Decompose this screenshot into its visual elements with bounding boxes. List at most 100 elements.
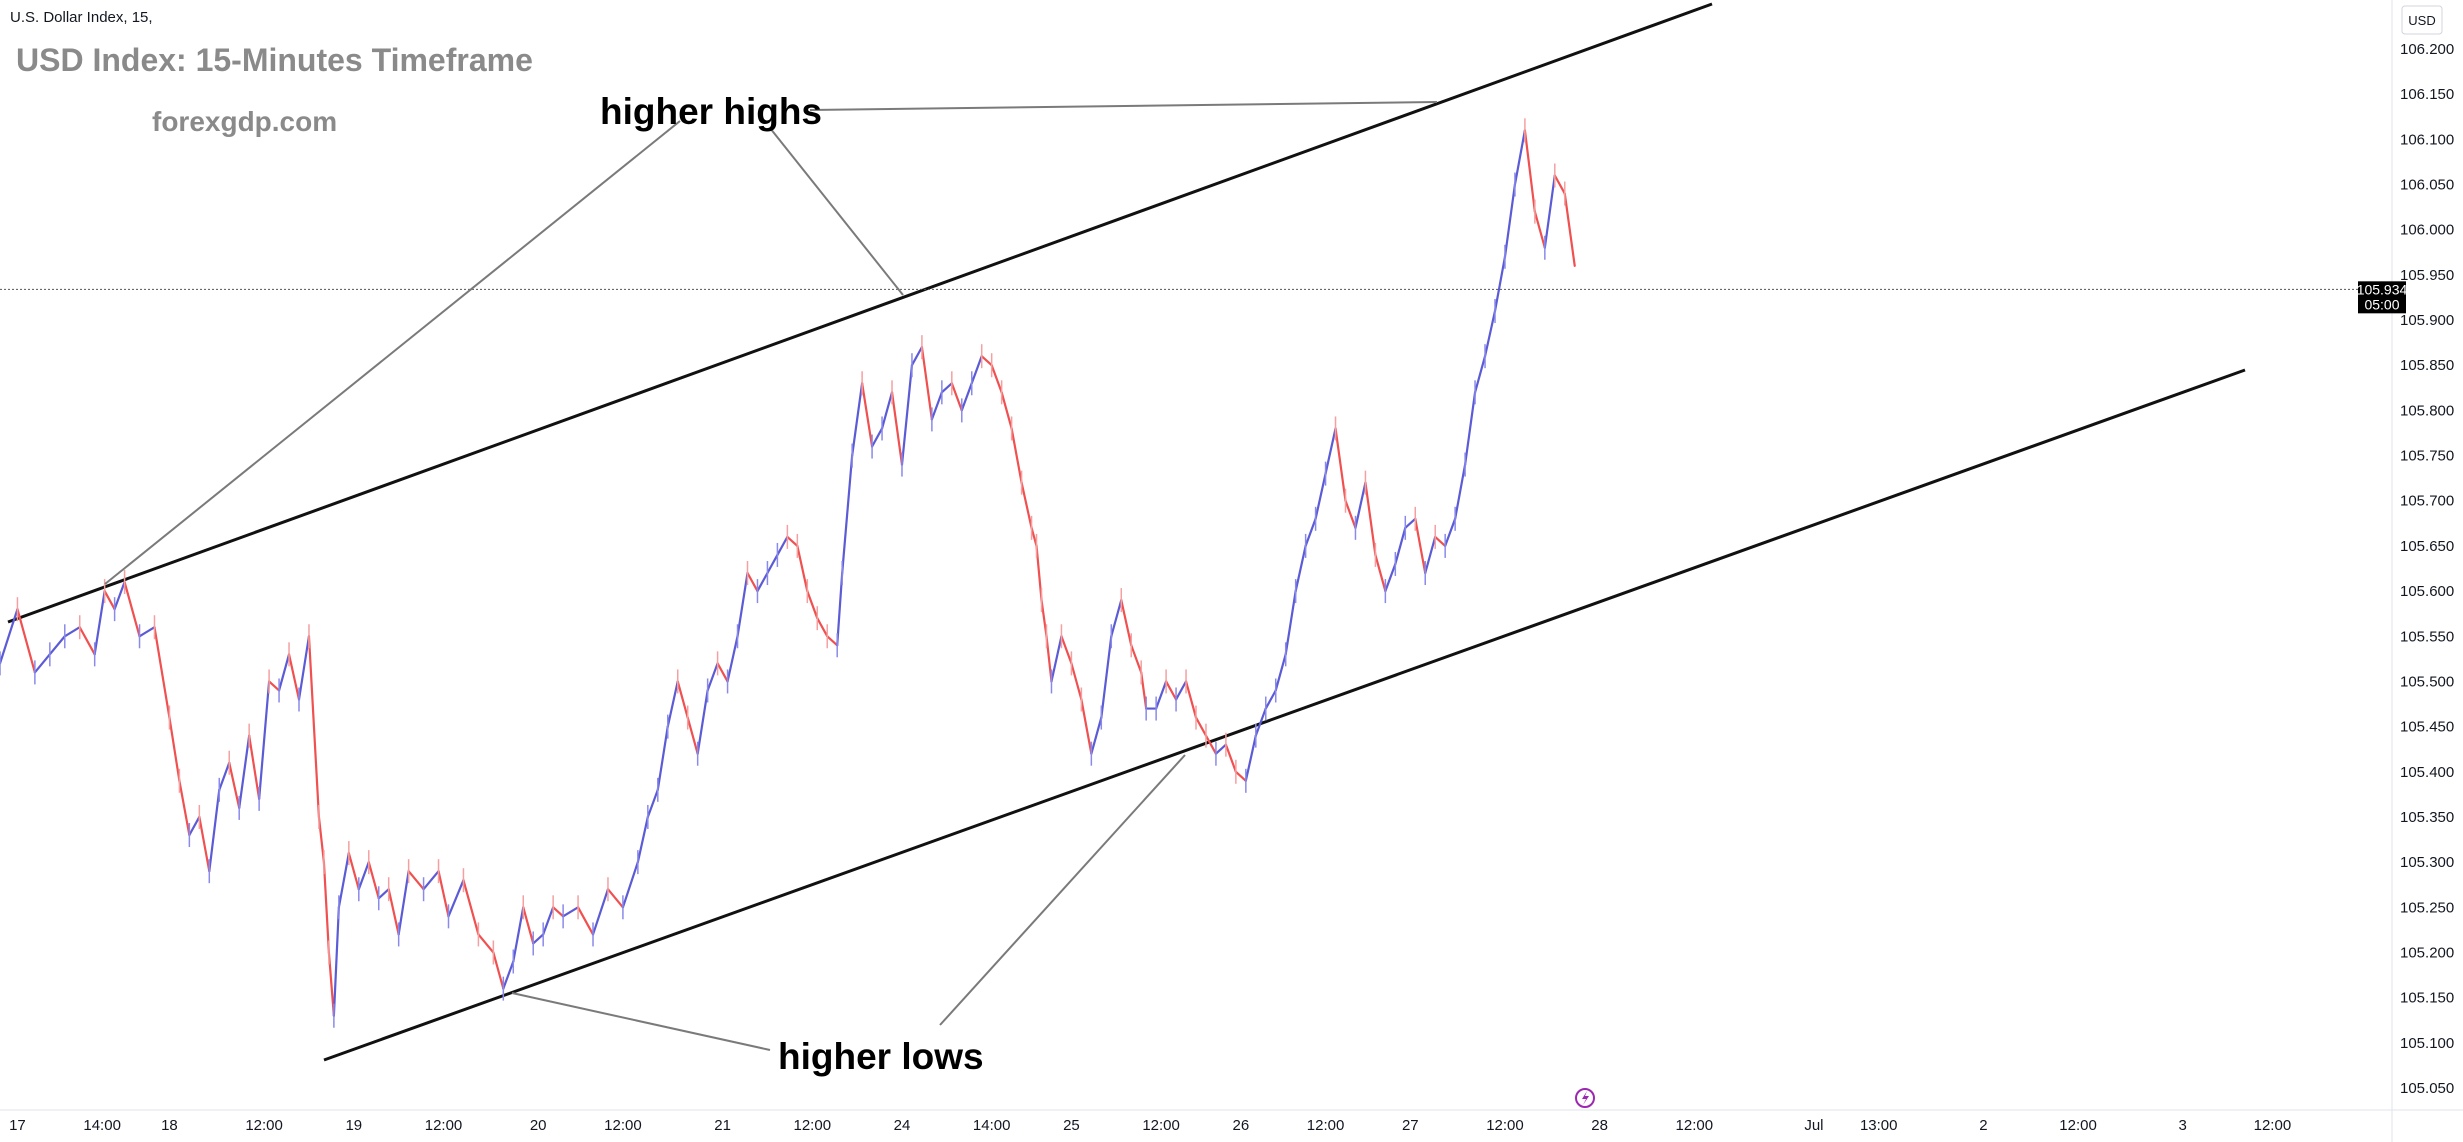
price-segment <box>990 364 1003 394</box>
price-segment <box>970 355 983 385</box>
x-tick-label: 25 <box>1063 1117 1080 1134</box>
price-segment <box>1513 129 1527 186</box>
price-segment <box>512 906 525 963</box>
price-segment <box>123 580 141 638</box>
y-tick-label: 105.050 <box>2400 1080 2454 1097</box>
price-segment <box>1020 481 1033 529</box>
price-segment <box>870 427 884 448</box>
price-segment <box>1473 355 1487 394</box>
x-tick-label: 19 <box>345 1117 362 1134</box>
price-segment <box>63 626 81 638</box>
price-segment <box>198 815 211 873</box>
price-segment <box>1040 599 1048 638</box>
price-segment <box>307 635 321 819</box>
price-segment <box>1214 743 1228 755</box>
y-tick-label: 105.900 <box>2400 312 2454 329</box>
price-segment <box>502 960 515 990</box>
price-segment <box>900 364 914 466</box>
price-segment <box>686 716 699 755</box>
price-segment <box>861 382 874 448</box>
price-segment <box>841 454 854 575</box>
higher-highs-pointer-1 <box>104 120 681 585</box>
x-tick-label: 12:00 <box>425 1117 463 1134</box>
y-tick-label: 105.650 <box>2400 538 2454 555</box>
price-segment <box>1414 517 1427 575</box>
price-segment <box>168 716 181 782</box>
price-segment <box>1434 535 1447 548</box>
price-segment <box>1384 562 1397 593</box>
x-tick-label: 12:00 <box>1142 1117 1180 1134</box>
price-segment <box>337 851 350 909</box>
y-tick-label: 106.200 <box>2400 41 2454 58</box>
price-segment <box>317 815 326 864</box>
x-tick-label: 18 <box>161 1117 178 1134</box>
price-segment <box>880 391 894 430</box>
price-segment <box>462 879 480 936</box>
price-segment <box>836 571 844 647</box>
price-segment <box>1503 183 1517 258</box>
currency-badge[interactable] <box>2401 5 2443 35</box>
x-tick-label: 27 <box>1402 1117 1419 1134</box>
price-axis: 106.200 106.150 106.100 106.050 106.000 105.9… <box>2400 41 2454 1097</box>
last-price-value: 105.934 <box>2357 281 2408 297</box>
price-segment <box>268 680 281 692</box>
price-segment <box>1140 671 1148 710</box>
price-segment <box>367 861 380 900</box>
countdown-value: 05:00 <box>2364 296 2399 312</box>
price-segment <box>1314 472 1327 520</box>
lightning-icon[interactable] <box>1575 1088 1595 1108</box>
x-tick-label: 21 <box>714 1117 731 1134</box>
price-segment <box>1284 589 1297 656</box>
price-segment <box>636 815 649 864</box>
price-segment <box>1080 698 1093 755</box>
price-segment <box>646 788 659 819</box>
x-tick-label: 12:00 <box>2059 1117 2097 1134</box>
price-segment <box>327 951 335 1017</box>
price-segment <box>1000 391 1013 430</box>
x-tick-label: 12:00 <box>2254 1117 2292 1134</box>
x-tick-label: 14:00 <box>83 1117 121 1134</box>
price-segment <box>930 391 943 421</box>
price-segment <box>696 689 709 755</box>
price-segment <box>332 906 340 1017</box>
y-tick-label: 105.950 <box>2400 267 2454 284</box>
price-segment <box>16 608 36 674</box>
higher-lows-pointer-2 <box>939 754 1186 1026</box>
price-segment <box>606 888 625 909</box>
price-segment <box>33 653 51 674</box>
chart-title: USD Index: 15-Minutes Timeframe <box>16 42 533 78</box>
price-segment <box>138 626 156 638</box>
price-segment <box>920 346 933 421</box>
price-segment <box>1030 526 1038 548</box>
price-segment <box>1120 599 1133 647</box>
price-segment <box>1254 707 1267 737</box>
price-segment <box>1483 309 1497 358</box>
price-segment <box>1444 517 1457 548</box>
price-segment <box>238 734 251 810</box>
price-segment <box>1130 644 1143 674</box>
price-segment <box>1194 716 1208 737</box>
x-tick-label: Jul <box>1804 1117 1823 1134</box>
price-segment <box>796 544 809 593</box>
y-tick-label: 105.450 <box>2400 719 2454 736</box>
y-tick-label: 105.350 <box>2400 809 2454 826</box>
price-segment <box>1164 680 1178 701</box>
price-segment <box>806 589 819 620</box>
price-segment <box>93 589 106 656</box>
price-segment <box>736 571 749 638</box>
price-segment <box>716 662 729 683</box>
price-segment <box>756 571 769 593</box>
x-tick-label: 12:00 <box>1676 1117 1714 1134</box>
price-segment <box>576 906 595 936</box>
price-segment <box>910 346 924 367</box>
price-segment <box>1174 680 1188 701</box>
price-segment <box>422 870 440 891</box>
y-tick-label: 105.250 <box>2400 899 2454 916</box>
y-tick-label: 106.050 <box>2400 177 2454 194</box>
price-segment <box>258 680 271 800</box>
price-segment <box>1274 653 1287 692</box>
price-segment <box>208 788 221 873</box>
price-segment <box>437 870 450 918</box>
